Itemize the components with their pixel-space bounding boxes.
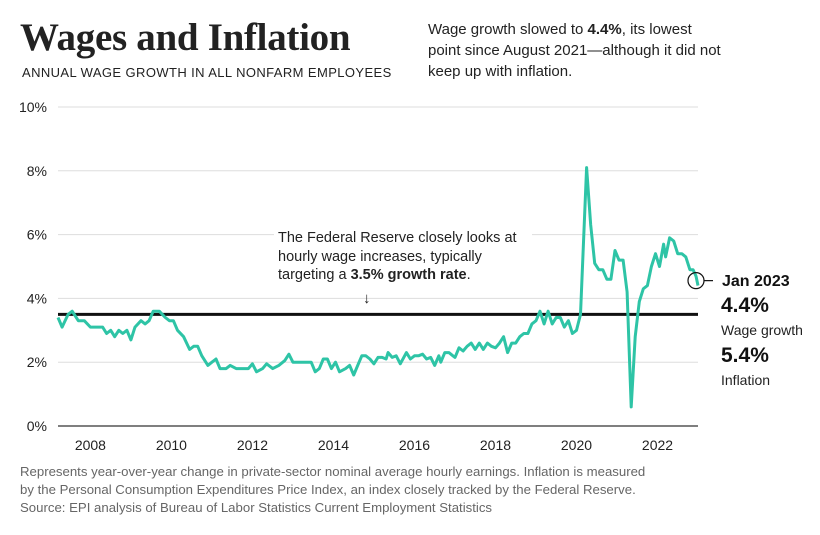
footnote-line-1: Represents year-over-year change in priv… (20, 464, 646, 479)
down-arrow-icon: ↓ (363, 290, 371, 307)
x-tick-label: 2020 (561, 437, 592, 453)
dek-text-2: , its lowest point since August 2021—alt… (428, 21, 721, 80)
line-chart: 0%2%4%6%8%10% 2008 2010 2012 2014 2016 2018 20… (19, 99, 713, 453)
x-tick-label: 2014 (318, 437, 349, 453)
x-tick-label: 2010 (156, 437, 187, 453)
y-tick-label: 8% (27, 163, 47, 179)
fed-target-note: The Federal Reserve closely looks at hou… (274, 229, 532, 285)
note-highlight: 3.5% growth rate (350, 267, 467, 283)
dek-highlight: 4.4% (587, 21, 622, 38)
y-axis-ticks: 0% 2% 4% 6% 8% 10% (19, 99, 47, 434)
chart-footnote: Represents year-over-year change in priv… (20, 463, 800, 517)
note-text-2: . (466, 267, 471, 283)
footnote-line-2: by the Personal Consumption Expenditures… (20, 482, 636, 497)
y-tick-label: 10% (19, 99, 47, 115)
y-tick-label: 6% (27, 227, 47, 243)
chart-title: Wages and Inflation (20, 16, 351, 59)
wage-growth-line (56, 166, 700, 409)
annotation-wage-value: 4.4% (721, 294, 769, 317)
annotation-inflation-value: 5.4% (721, 344, 769, 367)
annotation-inflation-label: Inflation (721, 372, 771, 388)
x-tick-label: 2016 (399, 437, 430, 453)
dek-text-1: Wage growth slowed to (428, 21, 588, 38)
note-text-1: The Federal Reserve closely looks at hou… (278, 230, 517, 283)
y-tick-label: 0% (27, 418, 47, 434)
x-tick-label: 2018 (480, 437, 511, 453)
footnote-source: Source: EPI analysis of Bureau of Labor … (20, 500, 493, 515)
annotation-wage-label: Wage growth (721, 322, 803, 338)
annotation-date: Jan 2023 (722, 273, 790, 290)
x-tick-label: 2022 (642, 437, 673, 453)
chart-subtitle: ANNUAL WAGE GROWTH IN ALL NONFARM EMPLOY… (22, 65, 392, 80)
x-tick-label: 2012 (237, 437, 268, 453)
x-axis-ticks: 2008 2010 2012 2014 2016 2018 2020 2022 (75, 437, 673, 453)
y-tick-label: 2% (27, 354, 47, 370)
y-tick-label: 4% (27, 290, 47, 306)
chart-dek: Wage growth slowed to 4.4%, its lowest p… (428, 19, 728, 82)
x-tick-label: 2008 (75, 437, 106, 453)
